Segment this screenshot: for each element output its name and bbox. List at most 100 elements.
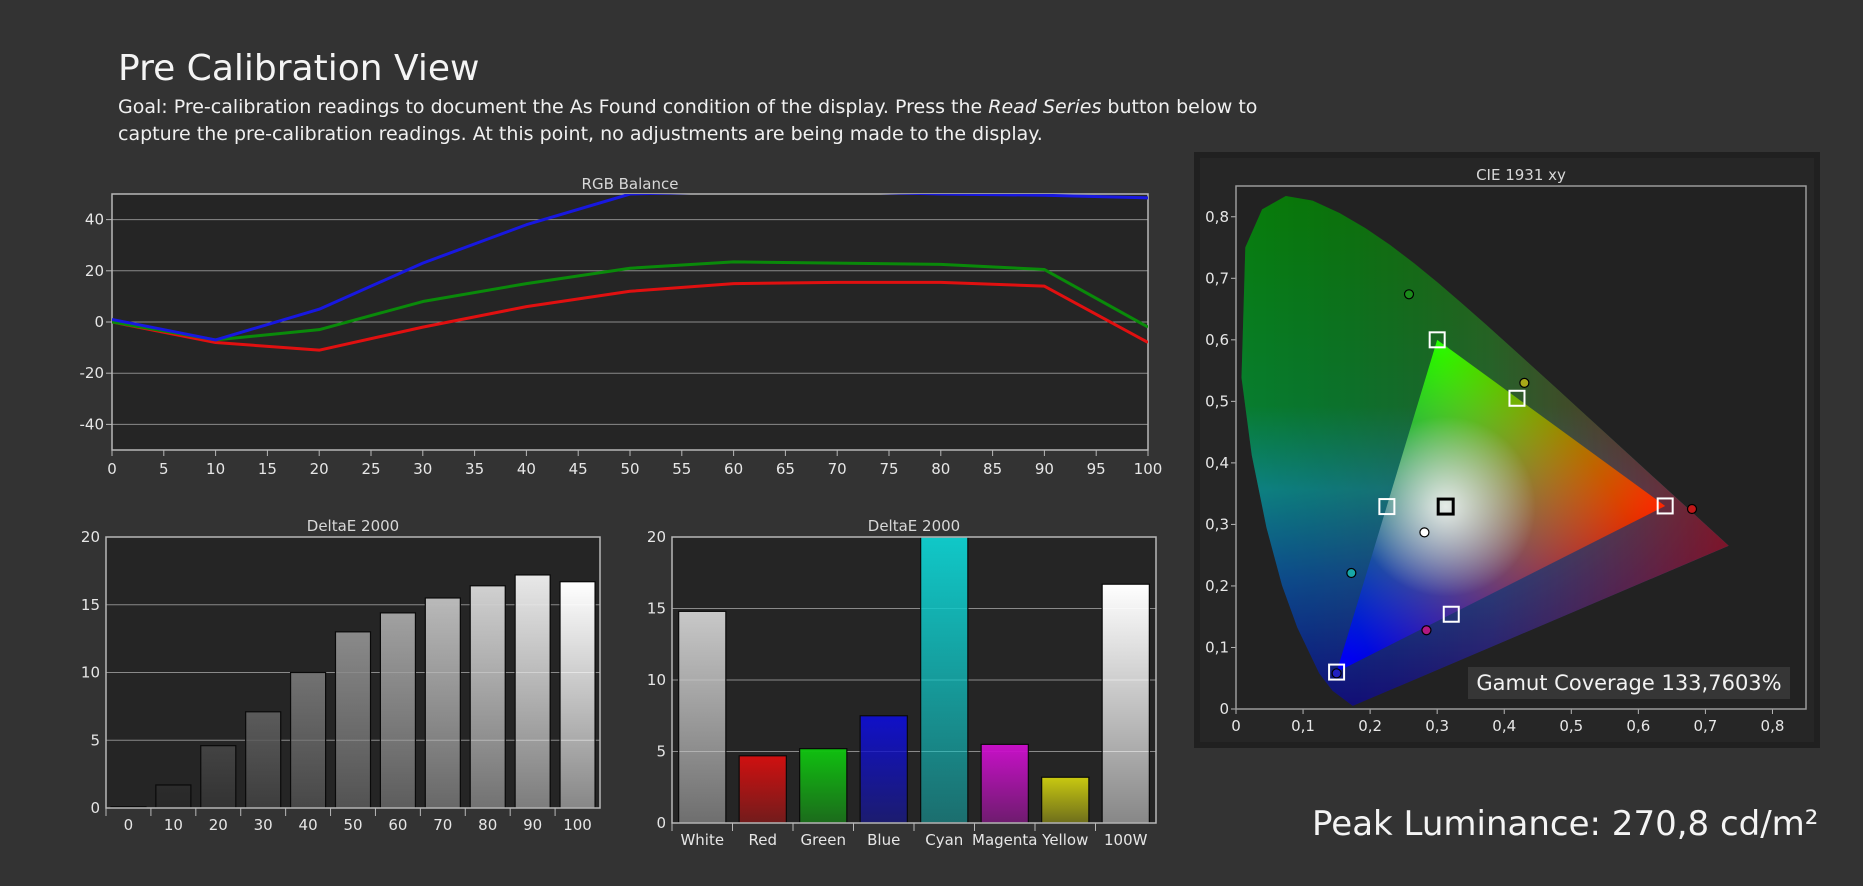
x-tick-label: 40 [299, 816, 318, 834]
x-tick-label: 100 [563, 816, 592, 834]
y-tick-label: 0 [656, 814, 666, 832]
bar-cyan [920, 536, 969, 824]
x-tick-label: 0,7 [1693, 717, 1717, 735]
x-tick-label: 85 [983, 460, 1002, 478]
x-tick-label: 30 [254, 816, 273, 834]
chart-title: CIE 1931 xy [1476, 166, 1566, 184]
y-tick-label: 0,3 [1205, 515, 1229, 533]
series-blue-line [112, 194, 1148, 342]
x-tick-label: 0,3 [1425, 717, 1449, 735]
y-tick-label: -20 [80, 364, 105, 382]
page-title: Pre Calibration View [118, 48, 480, 89]
measured-magenta-point [1421, 625, 1432, 636]
x-tick-label: 55 [672, 460, 691, 478]
bar-40 [289, 671, 327, 809]
y-tick-label: 0,7 [1205, 269, 1229, 287]
x-tick-label: 65 [776, 460, 795, 478]
bar-70 [424, 597, 461, 809]
goal-suffix: button below to capture the pre-calibrat… [118, 96, 1258, 145]
x-tick-label: 0 [124, 816, 134, 834]
x-tick-label: Blue [867, 831, 900, 849]
bar-30 [245, 711, 282, 809]
bar-100w [1101, 583, 1150, 824]
x-tick-label: 0,6 [1626, 717, 1650, 735]
x-tick-label: 75 [879, 460, 898, 478]
y-tick-label: 0,2 [1205, 577, 1229, 595]
x-tick-label: 100 [1134, 460, 1163, 478]
y-tick-label: 0 [1219, 700, 1229, 718]
gamut-coverage-box [1468, 667, 1790, 699]
rgb-balance-chart: -40 -20 0 20 40 0 5 10 15 20 25 30 35 40 45 50 55 60 65 70 7… [80, 175, 1163, 478]
y-tick-label: 5 [90, 731, 100, 749]
bar-100 [559, 581, 596, 809]
target-white-marker [1436, 497, 1455, 516]
bar-10 [155, 784, 192, 809]
measured-yellow-point [1519, 377, 1530, 388]
goal-prefix: Goal: Pre-calibration readings to docume… [118, 96, 989, 118]
x-tick-label: 20 [310, 460, 329, 478]
read-series-emphasis: Read Series [988, 96, 1102, 118]
x-tick-label: 0,8 [1761, 717, 1785, 735]
measured-blue-point [1331, 668, 1342, 679]
y-tick-label: 0,4 [1205, 454, 1229, 472]
y-tick-label: 20 [81, 528, 100, 546]
x-tick-label: Green [801, 831, 846, 849]
chart-title: RGB Balance [582, 175, 679, 193]
y-tick-label: -40 [80, 415, 105, 433]
x-tick-label: 80 [931, 460, 950, 478]
measured-red-point [1686, 503, 1698, 515]
y-tick-label: 20 [85, 262, 104, 280]
target-blue-marker [1328, 663, 1346, 681]
x-tick-label: 0,2 [1358, 717, 1382, 735]
cie-diagram: 0 0,1 0,2 0,3 0,4 0,5 0,6 0,7 0,8 0 0,1 0,2 0,3 0,4 0,… [1194, 152, 1820, 748]
bar-90 [514, 574, 551, 809]
series-green-line [112, 260, 1148, 342]
x-tick-label: 90 [523, 816, 542, 834]
bar-red [738, 755, 787, 824]
plot-frame [671, 536, 1157, 824]
bar-green [799, 748, 848, 824]
bar-20 [200, 745, 237, 809]
x-tick-label: 70 [828, 460, 847, 478]
x-tick-label: 30 [413, 460, 432, 478]
y-tick-label: 20 [647, 528, 666, 546]
gamut-coverage-label: Gamut Coverage 133,7603% [1476, 671, 1781, 695]
plot-frame [1235, 185, 1807, 710]
x-tick-label: 95 [1087, 460, 1106, 478]
x-tick-label: 25 [361, 460, 380, 478]
bar-white [678, 610, 727, 824]
plot-frame [105, 536, 601, 809]
y-tick-label: 10 [647, 671, 666, 689]
x-tick-label: 40 [517, 460, 536, 478]
y-tick-label: 0,5 [1205, 392, 1229, 410]
y-tick-label: 15 [647, 600, 666, 618]
x-tick-label: 0 [107, 460, 117, 478]
x-tick-label: 80 [478, 816, 497, 834]
y-tick-label: 5 [656, 743, 666, 761]
measured-white-point [1419, 527, 1430, 538]
bar-50 [334, 631, 372, 809]
x-tick-label: 50 [343, 816, 362, 834]
x-tick-label: 10 [206, 460, 225, 478]
x-tick-label: 50 [620, 460, 639, 478]
chart-title: DeltaE 2000 [307, 517, 399, 535]
target-magenta-marker [1442, 605, 1460, 623]
x-tick-label: 20 [209, 816, 228, 834]
x-tick-label: 90 [1035, 460, 1054, 478]
x-tick-label: 100W [1104, 831, 1148, 849]
x-tick-label: 60 [388, 816, 407, 834]
bar-magenta [980, 743, 1029, 824]
peak-luminance: Peak Luminance: 270,8 cd/m² [1312, 804, 1819, 844]
x-tick-label: 70 [433, 816, 452, 834]
y-tick-label: 0,8 [1205, 208, 1229, 226]
x-tick-label: White [680, 831, 724, 849]
greyscale-deltae-chart: 0 5 10 15 20 0 10 20 30 40 50 60 70 80 90 100 DeltaE 200… [81, 517, 601, 834]
y-tick-label: 0 [94, 313, 104, 331]
x-tick-label: 60 [724, 460, 743, 478]
goal-text: Goal: Pre-calibration readings to docume… [118, 94, 1278, 148]
x-tick-label: Red [749, 831, 778, 849]
chart-title: DeltaE 2000 [868, 517, 960, 535]
y-tick-label: 10 [81, 664, 100, 682]
y-tick-label: 0,1 [1205, 638, 1229, 656]
y-tick-label: 0,6 [1205, 331, 1229, 349]
